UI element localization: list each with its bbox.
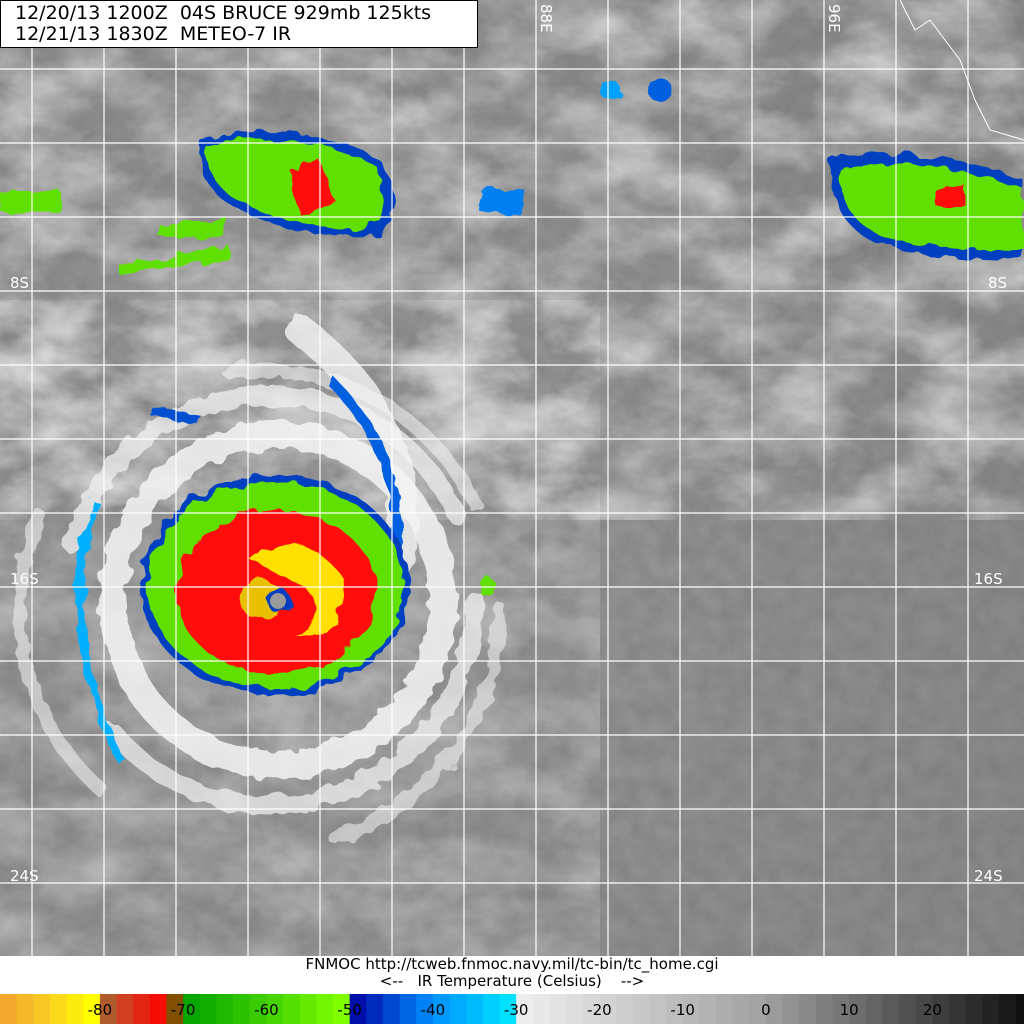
colorbar-swatch bbox=[416, 994, 434, 1024]
colorbar-swatch bbox=[83, 994, 101, 1024]
colorbar-swatch bbox=[516, 994, 534, 1024]
outer-band-blue bbox=[75, 376, 403, 762]
colorbar-swatch bbox=[299, 994, 317, 1024]
colorbar-swatch bbox=[382, 994, 401, 1024]
colorbar-tick-label: 10 bbox=[840, 1001, 859, 1019]
colorbar-tick-label: -70 bbox=[171, 1001, 196, 1019]
colorbar-swatch bbox=[949, 994, 967, 1024]
colorbar-tick-label: -60 bbox=[254, 1001, 279, 1019]
colorbar-swatch bbox=[532, 994, 550, 1024]
spiral-cloud-bands bbox=[13, 315, 507, 857]
cyclone-core bbox=[140, 475, 410, 695]
colorbar-tick-label: -10 bbox=[670, 1001, 695, 1019]
colorbar-swatch bbox=[449, 994, 467, 1024]
colorbar-swatch bbox=[16, 994, 34, 1024]
colorbar-tick-label: -40 bbox=[421, 1001, 446, 1019]
colorbar-tick-label: 0 bbox=[761, 1001, 771, 1019]
colorbar-swatch bbox=[915, 994, 933, 1024]
lat-label-24s-left: 24S bbox=[10, 867, 39, 885]
colorbar-swatch bbox=[183, 994, 201, 1024]
colorbar-swatch bbox=[682, 994, 700, 1024]
colorbar-swatch bbox=[549, 994, 567, 1024]
colorbar-swatch bbox=[233, 994, 251, 1024]
lon-label-88e: 88E bbox=[537, 4, 555, 33]
colorbar-swatch bbox=[882, 994, 900, 1024]
colorbar-swatch bbox=[33, 994, 51, 1024]
colorbar-swatch bbox=[266, 994, 284, 1024]
colorbar-swatch bbox=[316, 994, 334, 1024]
colorbar-swatch bbox=[616, 994, 634, 1024]
colorbar-swatch bbox=[865, 994, 883, 1024]
title-line-image: 12/21/13 1830Z METEO-7 IR bbox=[15, 23, 292, 45]
title-box: 12/20/13 1200Z 04S BRUCE 929mb 125kts 12/… bbox=[0, 0, 478, 48]
colorbar-swatch bbox=[283, 994, 301, 1024]
title-line-storm: 12/20/13 1200Z 04S BRUCE 929mb 125kts bbox=[15, 2, 432, 24]
colorbar-swatch bbox=[666, 994, 684, 1024]
lat-lon-grid bbox=[0, 0, 1024, 956]
source-credit: FNMOC http://tcweb.fnmoc.navy.mil/tc-bin… bbox=[305, 955, 719, 973]
colorbar-swatch bbox=[999, 994, 1017, 1024]
colorbar-swatch bbox=[333, 994, 351, 1024]
colorbar-swatch bbox=[49, 994, 68, 1024]
colorbar-swatch bbox=[399, 994, 417, 1024]
colorbar-swatch bbox=[582, 994, 600, 1024]
colorbar-swatch bbox=[1015, 994, 1024, 1024]
colorbar-tick-label: -20 bbox=[587, 1001, 612, 1019]
colorbar-tick-label: 20 bbox=[923, 1001, 942, 1019]
colorbar-swatch bbox=[466, 994, 484, 1024]
cyclone-eye bbox=[270, 593, 286, 609]
lon-label-96e: 96E bbox=[825, 4, 843, 33]
colorbar-swatch bbox=[765, 994, 784, 1024]
lat-label-16s-right: 16S bbox=[974, 570, 1003, 588]
colorbar-swatch bbox=[66, 994, 84, 1024]
colorbar-swatch bbox=[782, 994, 800, 1024]
colorbar-tick-label: -80 bbox=[88, 1001, 113, 1019]
lat-label-8s-right: 8S bbox=[988, 274, 1008, 292]
colorbar-tick-label: -30 bbox=[504, 1001, 529, 1019]
colorbar-swatch bbox=[849, 994, 867, 1024]
colorbar-swatch bbox=[899, 994, 917, 1024]
colorbar-swatch bbox=[632, 994, 650, 1024]
colorbar-swatch bbox=[0, 994, 18, 1024]
lat-label-8s-left: 8S bbox=[10, 274, 30, 292]
coastline bbox=[899, 0, 1024, 141]
colorbar-swatch bbox=[832, 994, 850, 1024]
footer: FNMOC http://tcweb.fnmoc.navy.mil/tc-bin… bbox=[0, 956, 1024, 994]
lat-label-16s-left: 16S bbox=[10, 570, 39, 588]
colorbar-swatch bbox=[982, 994, 1000, 1024]
colorbar-swatch bbox=[815, 994, 834, 1024]
colorbar-swatch bbox=[932, 994, 950, 1024]
colorbar-title: <-- IR Temperature (Celsius) --> bbox=[379, 972, 645, 990]
colorbar-swatch bbox=[499, 994, 517, 1024]
colorbar-swatch bbox=[199, 994, 217, 1024]
colorbar-swatch bbox=[149, 994, 168, 1024]
colorbar-swatch bbox=[715, 994, 734, 1024]
colorbar-swatch bbox=[133, 994, 151, 1024]
ir-satellite-image bbox=[0, 0, 1024, 956]
colorbar-swatch bbox=[349, 994, 367, 1024]
colorbar-swatch bbox=[749, 994, 767, 1024]
colorbar-swatch bbox=[249, 994, 267, 1024]
colorbar-swatch bbox=[482, 994, 501, 1024]
colorbar-swatch bbox=[699, 994, 717, 1024]
colorbar-swatch bbox=[799, 994, 817, 1024]
colorbar-swatch bbox=[166, 994, 184, 1024]
colorbar-swatch bbox=[99, 994, 118, 1024]
colorbar-swatch bbox=[566, 994, 584, 1024]
colorbar-swatch bbox=[599, 994, 617, 1024]
colorbar-swatch bbox=[432, 994, 451, 1024]
colorbar-swatch bbox=[366, 994, 384, 1024]
temperature-colorbar: -80 -70 -60 -50 -40 -30 -20 -10 0 10 20 bbox=[0, 994, 1024, 1024]
colorbar-swatch bbox=[216, 994, 234, 1024]
lat-label-24s-right: 24S bbox=[974, 867, 1003, 885]
colorbar-swatch bbox=[965, 994, 983, 1024]
colorbar-swatch bbox=[116, 994, 134, 1024]
colorbar-tick-label: -50 bbox=[337, 1001, 362, 1019]
colorbar-swatch bbox=[649, 994, 667, 1024]
colorbar-swatch bbox=[732, 994, 750, 1024]
